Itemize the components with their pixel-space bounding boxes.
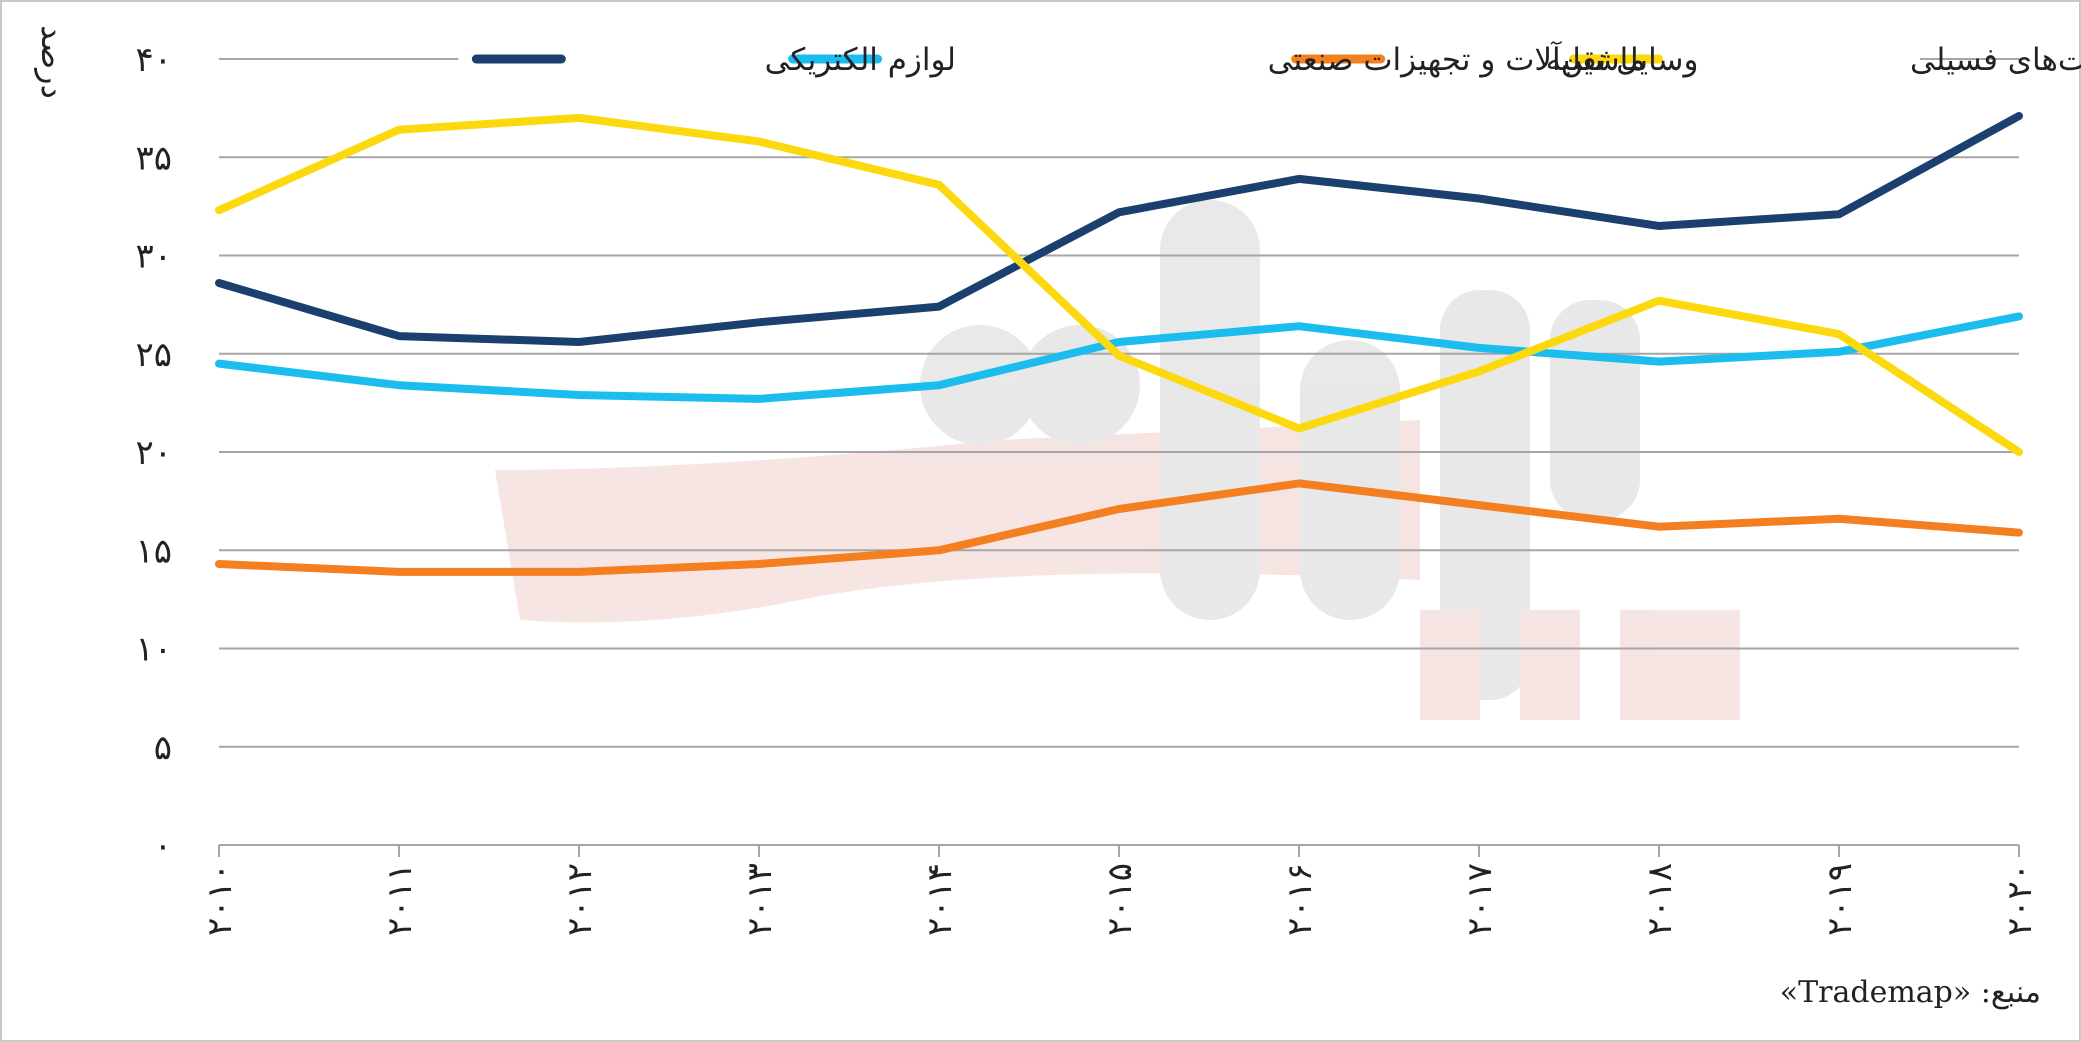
y-tick-label: ۱۵ [135, 531, 172, 571]
x-tick-label: ۲۰۱۸ [1640, 863, 1680, 936]
series-line [215, 312, 2023, 403]
legend-label: لوازم الکتریکی [765, 42, 956, 78]
series-line [215, 113, 2023, 456]
legend-label: ماشین‌آلات و تجهیزات صنعتی [1268, 40, 1646, 78]
y-tick-label: ۳۵ [135, 138, 172, 178]
x-tick-label: ۲۰۱۹ [1820, 863, 1860, 936]
y-tick-label: ۲۵ [135, 335, 172, 375]
series-line [215, 479, 2023, 576]
series-line [215, 112, 2023, 346]
y-tick-label: ۳۰ [135, 237, 172, 277]
x-tick-label: ۲۰۱۴ [920, 863, 960, 936]
source-note: منبع: «Trademap» [1779, 975, 2041, 1010]
x-tick-label: ۲۰۱۰ [200, 863, 240, 936]
x-tick-label: ۲۰۱۵ [1100, 863, 1140, 936]
y-tick-label: ۱۰ [135, 630, 172, 670]
x-tick-label: ۲۰۱۳ [740, 863, 780, 936]
x-tick-label: ۲۰۱۲ [560, 863, 600, 936]
x-tick-label: ۲۰۱۱ [380, 863, 420, 936]
y-tick-label: ۴۰ [135, 40, 172, 80]
legend-label: وسایل نقلیه [1546, 42, 1699, 78]
y-tick-label: ۲۰ [135, 433, 172, 473]
y-tick-label: ۰ [154, 826, 172, 866]
y-axis-title: درصد [34, 25, 72, 99]
legend-label: سوخت‌های فسیلی [1910, 42, 2081, 78]
y-tick-label: ۵ [154, 728, 172, 768]
x-tick-label: ۲۰۱۶ [1280, 863, 1320, 936]
x-tick-label: ۲۰۲۰ [2000, 863, 2040, 936]
legend-background [458, 31, 1920, 87]
x-tick-label: ۲۰۱۷ [1460, 863, 1500, 936]
watermark-logo [495, 200, 1740, 720]
